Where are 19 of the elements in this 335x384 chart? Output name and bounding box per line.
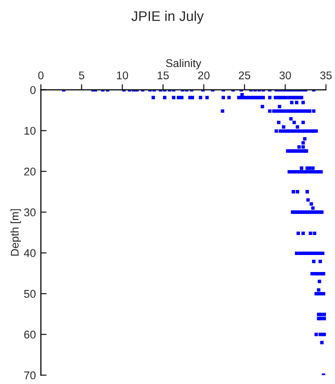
chart-title: JPIE in July	[131, 10, 204, 24]
x-tick-label: 30	[279, 71, 291, 80]
x-axis-title: Salinity	[166, 58, 202, 70]
x-tick-label: 5	[78, 72, 84, 80]
y-tick-label: 40	[24, 249, 36, 258]
x-tick-label: 15	[158, 72, 169, 80]
y-tick-label: 50	[24, 290, 36, 298]
x-tick-label: 10	[116, 71, 128, 80]
y-tick-label: 30	[24, 208, 36, 216]
y-tick-label: 0	[30, 86, 36, 94]
x-tick-label: 0	[38, 71, 44, 80]
y-axis-title: Depth [m]	[10, 209, 21, 256]
y-tick-label: 60	[24, 330, 36, 339]
x-tick-label: 20	[198, 71, 210, 80]
y-tick-label: 70	[24, 371, 36, 380]
y-tick-label: 20	[24, 168, 36, 176]
x-tick-label: 25	[238, 71, 250, 80]
y-tick-label: 10	[24, 126, 36, 135]
x-tick-label: 35	[320, 71, 332, 80]
